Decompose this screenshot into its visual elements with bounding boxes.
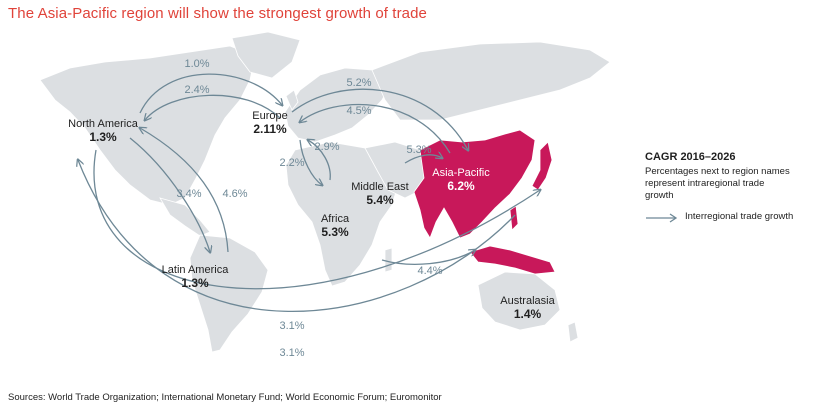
region-latin-america: Latin America 1.3% [150, 264, 240, 290]
flow-label-na-asia-bottom: 3.1% [279, 347, 305, 359]
uk-land [285, 89, 299, 111]
region-north-america: North America 1.3% [58, 118, 148, 144]
flow-na-europe-bottom [145, 94, 281, 120]
flow-label-europe-africa-right: 2.9% [314, 141, 340, 153]
flow-middle-east-asia [404, 155, 442, 164]
flow-na-asia-bottom [78, 160, 516, 312]
flow-label-na-europe-bottom: 2.4% [184, 84, 210, 96]
flow-label-na-latam-left: 3.4% [176, 188, 202, 200]
new-zealand-land [567, 321, 579, 343]
region-africa: Africa 5.3% [305, 213, 365, 239]
region-value: 5.3% [321, 225, 349, 239]
region-value: 2.11% [253, 122, 287, 136]
region-value: 1.3% [89, 130, 117, 144]
arrow-icon [646, 213, 678, 223]
flow-na-asia-top [93, 149, 540, 290]
region-australasia: Australasia 1.4% [490, 295, 565, 321]
flow-label-europe-africa-left: 2.2% [279, 157, 305, 169]
flow-label-europe-asia-bottom: 4.5% [346, 105, 372, 117]
southeast-asia-islands [469, 245, 556, 275]
europe-land [284, 67, 393, 143]
philippines-land [509, 205, 519, 231]
japan-land [531, 141, 553, 191]
trade-flows [78, 73, 540, 312]
region-value: 5.4% [366, 193, 394, 207]
flow-na-europe-top [139, 73, 282, 114]
flow-na-latam-right [140, 128, 229, 253]
page-title: The Asia-Pacific region will show the st… [8, 5, 427, 22]
madagascar-land [384, 247, 393, 273]
region-name: Middle East [351, 181, 409, 193]
legend-arrow-label: Interregional trade growth [685, 211, 794, 222]
region-value: 1.4% [513, 307, 542, 321]
region-value: 1.3% [181, 276, 209, 290]
region-name: Australasia [500, 295, 555, 307]
flow-label-na-latam-right: 4.6% [222, 188, 248, 200]
greenland-land [231, 31, 301, 79]
australia-land [477, 271, 561, 331]
region-name: Europe [252, 110, 288, 122]
flow-europe-africa-right [308, 140, 331, 181]
region-name: North America [68, 118, 138, 130]
region-europe: Europe 2.11% [240, 110, 300, 136]
central-america-land [159, 197, 211, 237]
flow-label-middle-east-asia: 5.3% [406, 144, 432, 156]
north-america-land [39, 45, 256, 206]
legend-heading: CAGR 2016–2026 [645, 151, 736, 163]
flow-africa-asia [381, 250, 475, 265]
flow-label-europe-asia-top: 5.2% [346, 77, 372, 89]
flow-europe-asia-top [291, 88, 468, 150]
legend-arrow-entry: Interregional trade growth [645, 211, 830, 225]
flow-label-na-asia-top: 3.1% [279, 320, 305, 332]
source-note: Sources: World Trade Organization; Inter… [8, 392, 442, 403]
legend: CAGR 2016–2026 Percentages next to regio… [645, 151, 825, 223]
region-name: Africa [320, 213, 350, 225]
flow-europe-asia-bottom [300, 103, 451, 154]
land-masses [39, 31, 611, 353]
flow-na-latam-left [129, 137, 210, 252]
region-value: 6.2% [447, 179, 475, 193]
south-america-land [189, 234, 269, 353]
russia-land [371, 41, 611, 121]
flow-label-na-europe-top: 1.0% [184, 58, 210, 70]
flow-europe-africa-left [299, 139, 322, 185]
flow-label-africa-asia: 4.4% [417, 265, 443, 277]
region-asia-pacific: Asia-Pacific 6.2% [425, 167, 497, 193]
region-name: Latin America [161, 264, 229, 276]
region-middle-east: Middle East 5.4% [345, 181, 415, 207]
region-name: Asia-Pacific [432, 167, 490, 179]
legend-note: Percentages next to region names represe… [645, 166, 790, 201]
